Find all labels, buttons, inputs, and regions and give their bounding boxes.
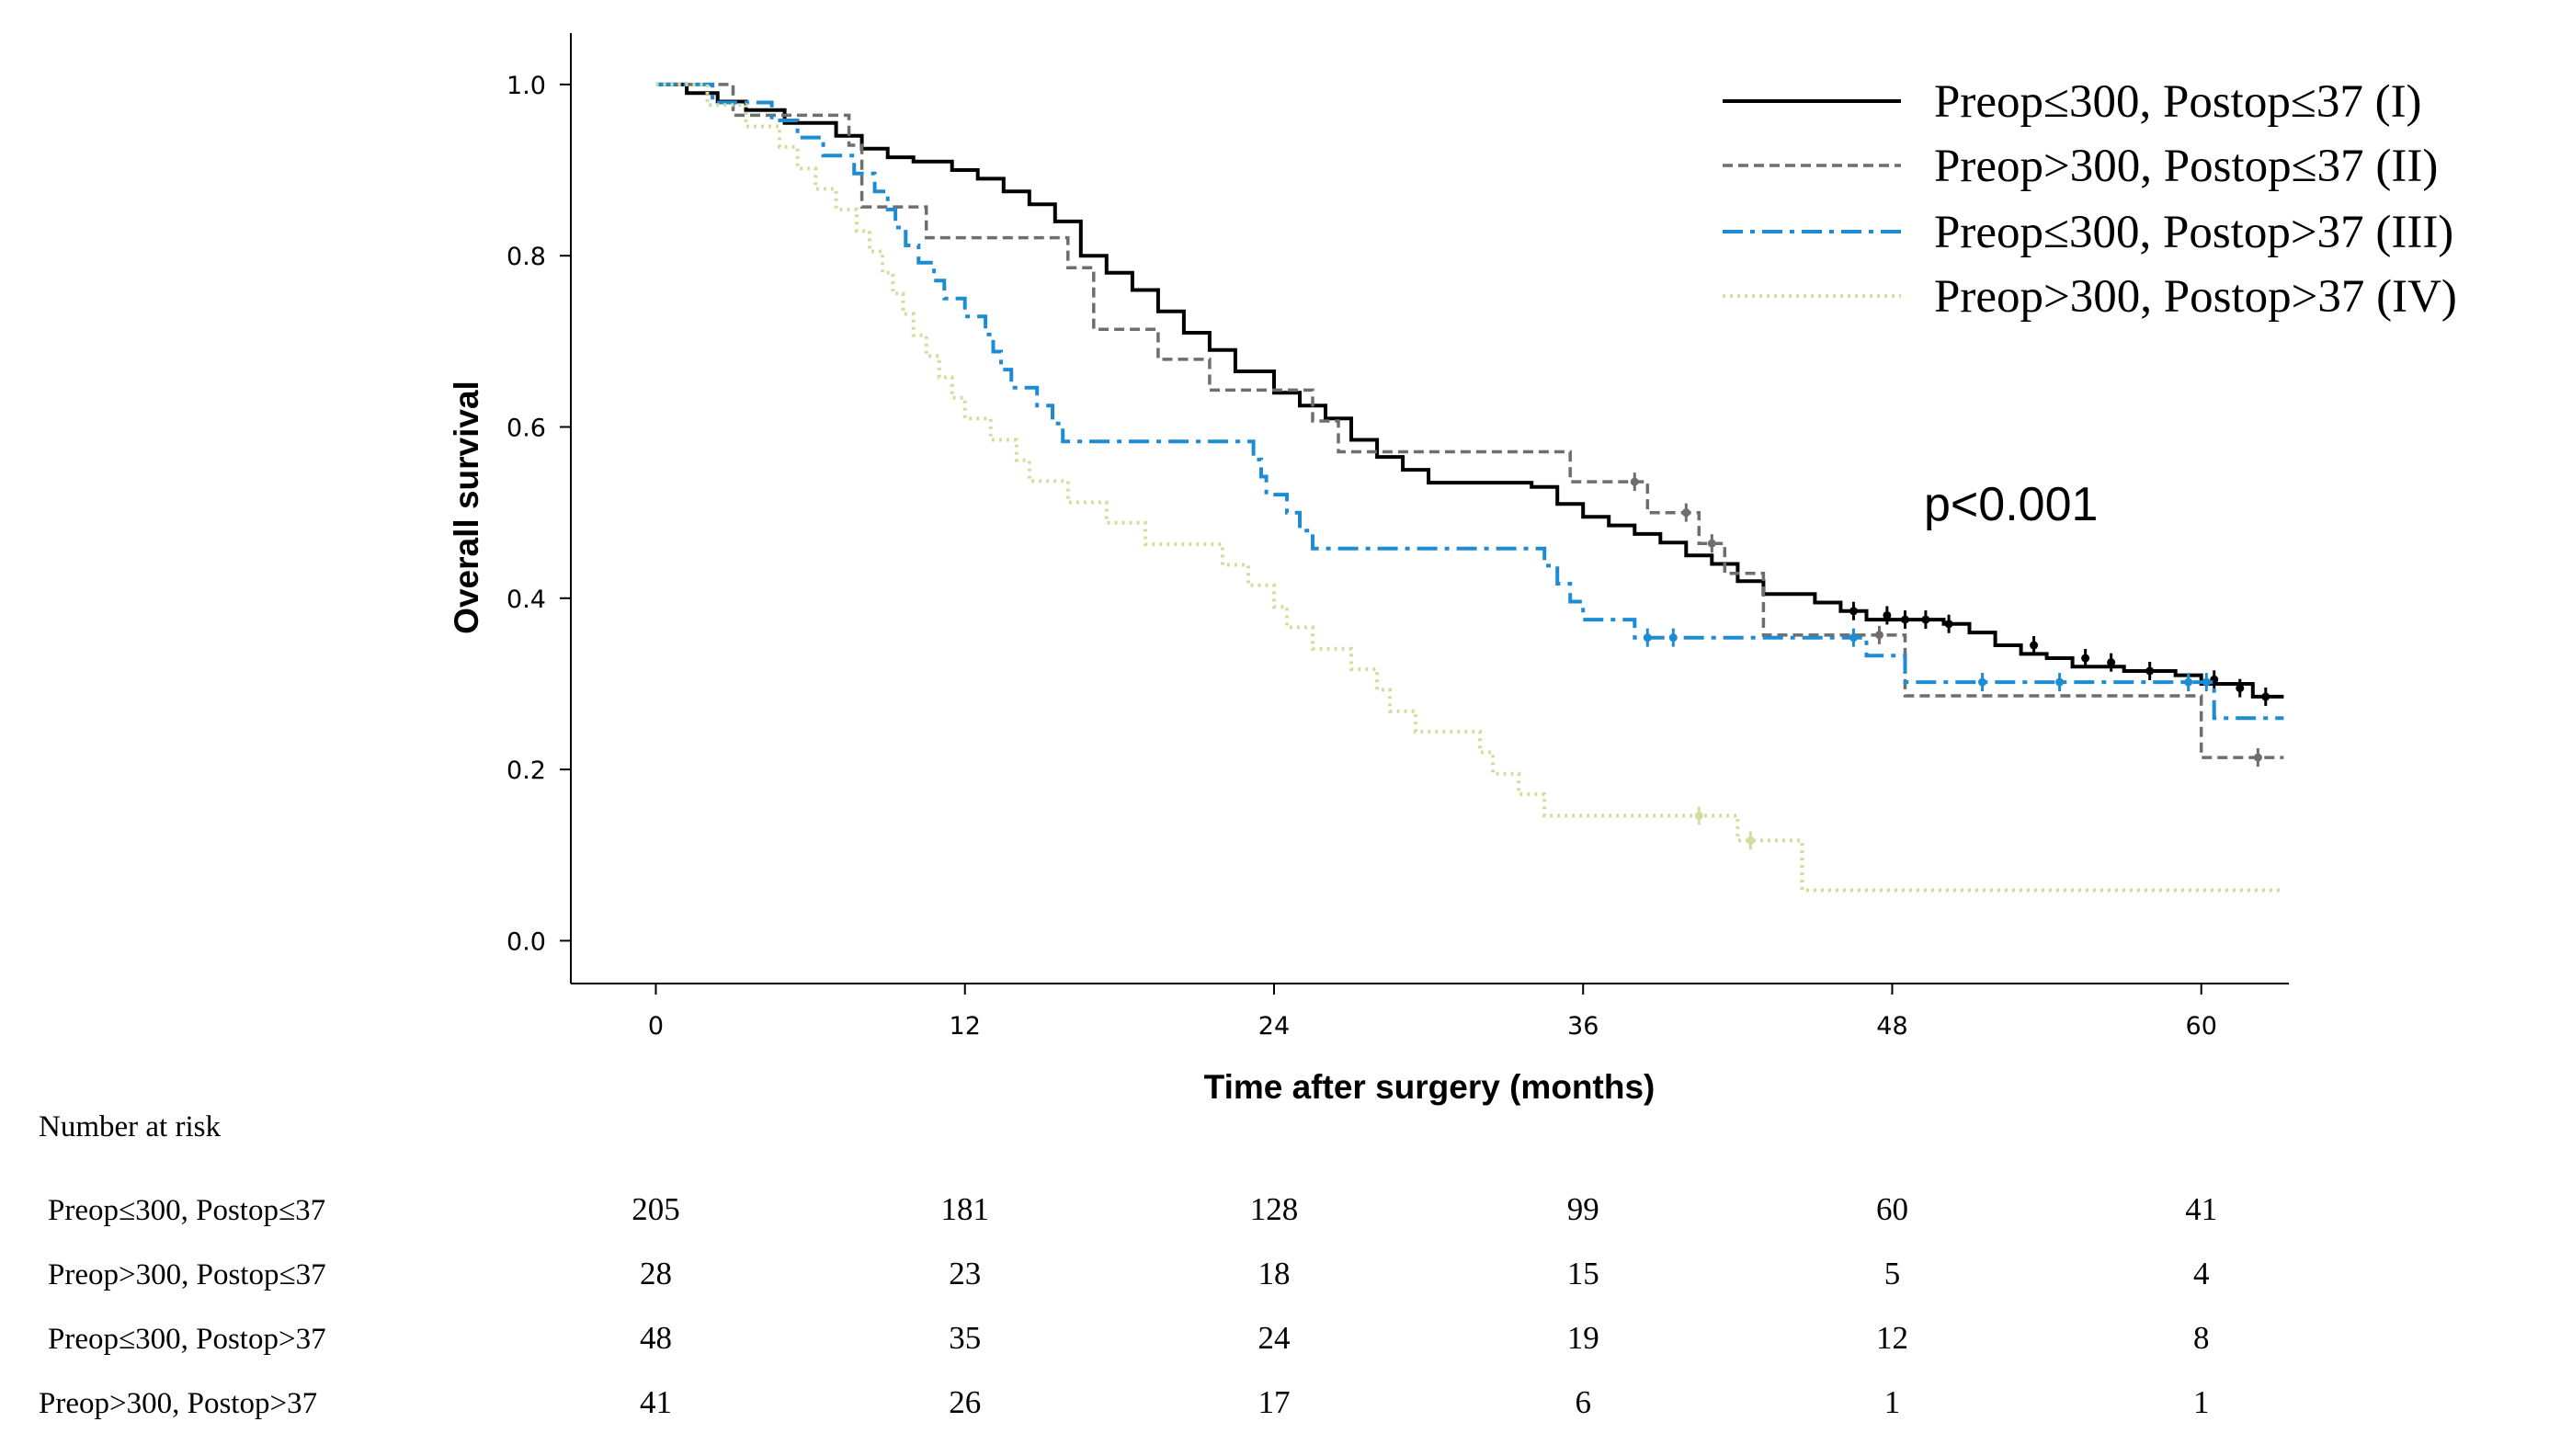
y-tick-label: 0.0 — [506, 927, 546, 956]
risk-row-label-0: Preop≤300, Postop≤37 — [48, 1194, 325, 1227]
risk-table-title: Number at risk — [39, 1110, 221, 1143]
censor-dot-1 — [1707, 539, 1716, 548]
risk-value: 4 — [2193, 1256, 2210, 1291]
risk-value: 128 — [1250, 1191, 1299, 1227]
censor-dot-0 — [1849, 607, 1858, 616]
risk-value: 41 — [2185, 1191, 2217, 1227]
risk-value: 60 — [1876, 1191, 1908, 1227]
censor-dot-1 — [2253, 753, 2262, 762]
series-line-2 — [655, 82, 2284, 721]
censor-dot-3 — [1746, 836, 1755, 845]
risk-value: 8 — [2193, 1320, 2210, 1356]
censor-dot-0 — [1883, 610, 1892, 620]
risk-value: 12 — [1876, 1320, 1908, 1356]
risk-value: 35 — [949, 1320, 981, 1356]
risk-value: 5 — [1884, 1256, 1901, 1291]
legend: Preop≤300, Postop≤37 (I) Preop>300, Post… — [1723, 76, 2457, 323]
censor-dot-2 — [2055, 677, 2065, 687]
censor-dot-2 — [2184, 677, 2193, 687]
censor-dot-0 — [2081, 654, 2090, 663]
risk-table: Number at risk Preop≤300, Postop≤37 Preo… — [39, 1110, 2217, 1420]
risk-row-label-2: Preop≤300, Postop>37 — [48, 1323, 326, 1356]
censor-dot-1 — [1681, 508, 1690, 518]
risk-value: 19 — [1567, 1320, 1599, 1356]
x-tick-label: 12 — [950, 1012, 981, 1041]
censor-dot-0 — [2261, 692, 2270, 701]
legend-label-3: Preop>300, Postop>37 (IV) — [1934, 271, 2457, 323]
series-line-3 — [655, 82, 2284, 893]
risk-value: 23 — [949, 1256, 981, 1291]
x-tick-label: 24 — [1258, 1012, 1290, 1041]
censor-dot-1 — [1874, 631, 1883, 640]
risk-row-label-3: Preop>300, Postop>37 — [39, 1387, 317, 1420]
risk-value: 205 — [632, 1191, 680, 1227]
censor-dot-0 — [1921, 615, 1930, 624]
legend-label-0: Preop≤300, Postop≤37 (I) — [1934, 76, 2422, 128]
censor-dot-0 — [1900, 615, 1909, 624]
p-value-annotation: p<0.001 — [1924, 478, 2098, 531]
y-tick-label: 0.4 — [506, 586, 546, 614]
x-tick-label: 0 — [648, 1012, 664, 1041]
censor-dot-2 — [1643, 633, 1652, 643]
risk-value: 1 — [1884, 1384, 1901, 1420]
risk-value: 15 — [1567, 1256, 1599, 1291]
risk-value: 48 — [640, 1320, 672, 1356]
series-line-1 — [655, 83, 2284, 759]
x-axis-label: Time after surgery (months) — [1204, 1068, 1656, 1106]
y-ticks: 0.0 0.2 0.4 0.6 0.8 1.0 — [506, 72, 571, 956]
risk-value: 18 — [1257, 1256, 1290, 1291]
y-axis-label: Overall survival — [448, 381, 485, 634]
censor-dot-0 — [2030, 641, 2039, 650]
risk-value: 28 — [640, 1256, 672, 1291]
risk-value: 1 — [2193, 1384, 2210, 1420]
plot-area: 0.0 0.2 0.4 0.6 0.8 1.0 0 12 24 36 48 60 Overall s… — [448, 33, 2289, 1106]
legend-label-1: Preop>300, Postop≤37 (II) — [1934, 141, 2438, 192]
legend-label-2: Preop≤300, Postop>37 (III) — [1934, 207, 2453, 258]
risk-value: 99 — [1567, 1191, 1599, 1227]
censor-dot-0 — [2145, 666, 2155, 676]
censor-dot-2 — [1849, 633, 1858, 643]
y-tick-label: 0.8 — [506, 243, 546, 271]
censor-dot-1 — [1630, 477, 1639, 486]
x-ticks: 0 12 24 36 48 60 — [648, 984, 2217, 1041]
risk-row-label-1: Preop>300, Postop≤37 — [48, 1258, 326, 1291]
censor-dot-2 — [2202, 677, 2211, 687]
risk-value: 6 — [1575, 1384, 1591, 1420]
y-tick-label: 0.2 — [506, 756, 546, 785]
series-line-0 — [655, 82, 2284, 699]
censor-dot-0 — [2236, 684, 2245, 693]
censor-dot-3 — [1694, 811, 1703, 820]
risk-value: 24 — [1257, 1320, 1290, 1356]
risk-value: 181 — [940, 1191, 989, 1227]
censor-dot-0 — [2107, 658, 2116, 667]
x-tick-label: 60 — [2186, 1012, 2217, 1041]
risk-value: 26 — [949, 1384, 981, 1420]
censor-dot-0 — [1944, 620, 1953, 629]
series-layer — [655, 82, 2284, 893]
x-tick-label: 36 — [1567, 1012, 1599, 1041]
x-tick-label: 48 — [1876, 1012, 1907, 1041]
censor-dot-2 — [1668, 633, 1678, 643]
y-tick-label: 1.0 — [506, 72, 546, 100]
risk-value: 17 — [1257, 1384, 1290, 1420]
risk-value: 41 — [640, 1384, 672, 1420]
censor-dot-2 — [1978, 677, 1987, 687]
y-tick-label: 0.6 — [506, 415, 546, 443]
